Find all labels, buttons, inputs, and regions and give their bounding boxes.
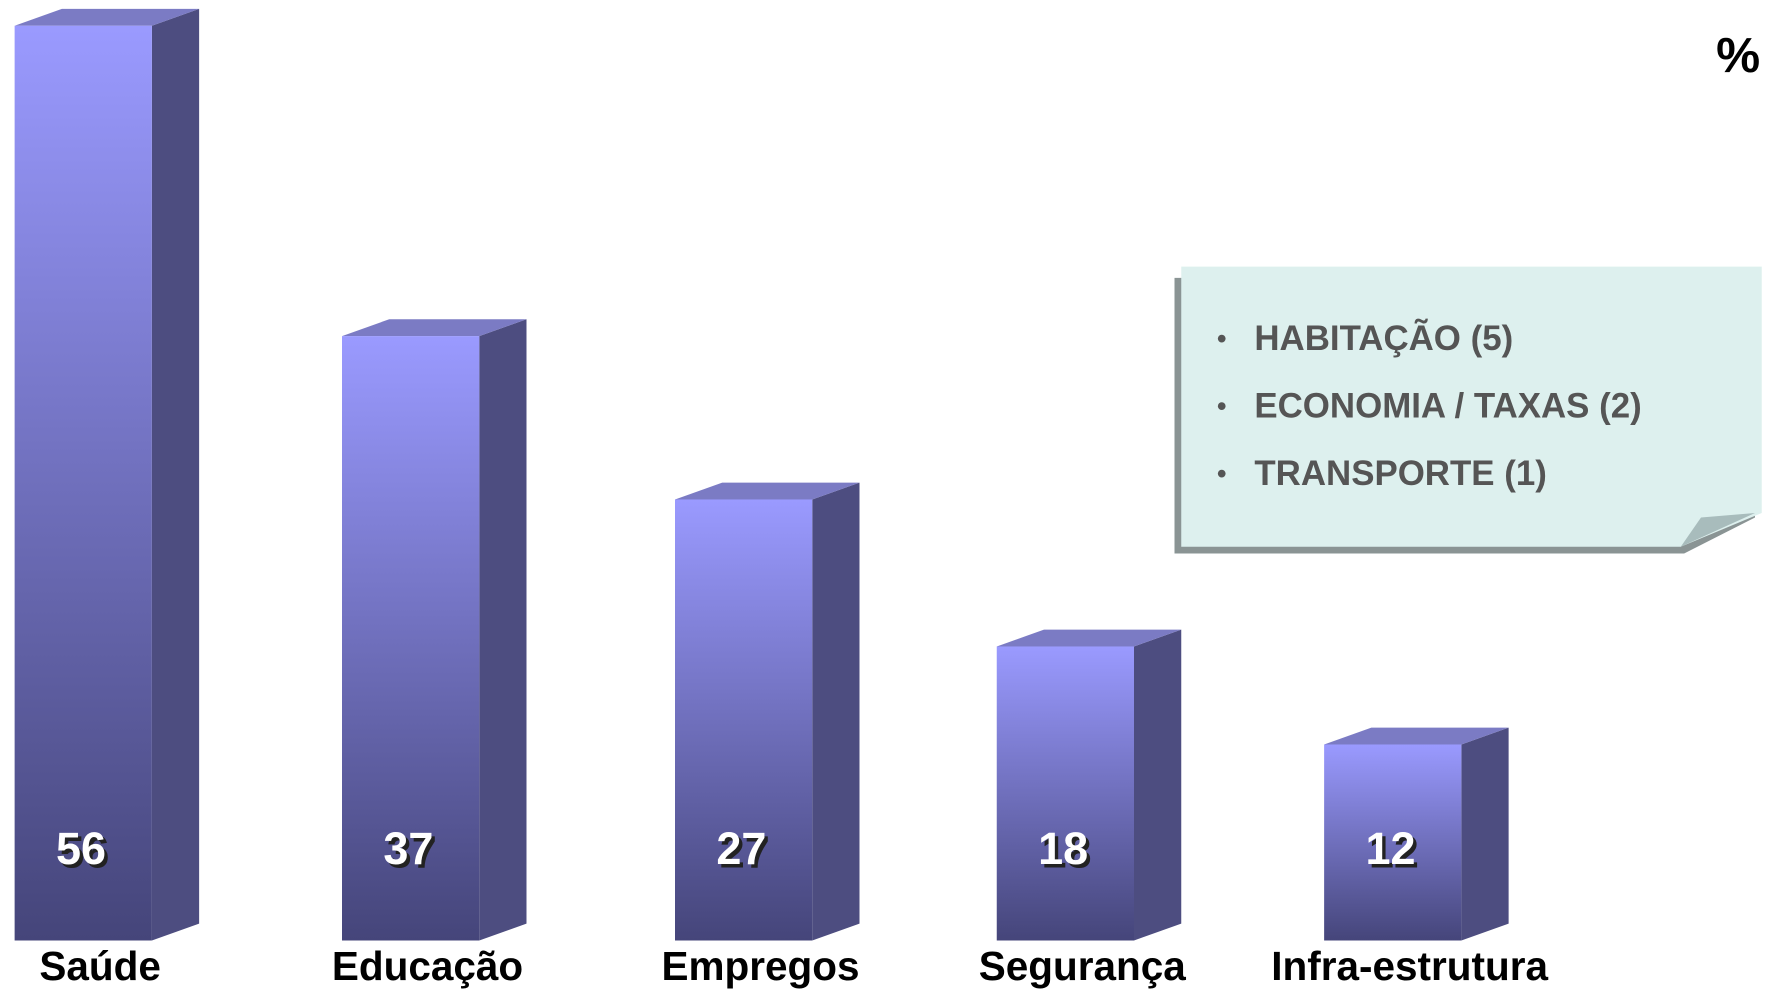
x-tick-label: Infra-estrutura (1271, 943, 1548, 989)
value-label-shadow: 18 (1041, 826, 1091, 877)
bar (14, 25, 152, 941)
bar-top (1324, 727, 1509, 745)
bar-top (675, 482, 860, 500)
bullet: • (1217, 324, 1226, 354)
plot: % 5656Saúde3737Educação2727Empregos1818S… (14, 8, 1762, 989)
unit-label: % (1716, 28, 1760, 83)
value-label-shadow: 27 (720, 826, 770, 877)
bar (675, 499, 813, 941)
value-label: 37 (383, 823, 433, 874)
value-label-shadow: 56 (59, 826, 109, 877)
bar-top (342, 319, 527, 337)
bar (342, 336, 480, 941)
x-tick-label: Educação (332, 943, 523, 989)
note-box (1174, 266, 1762, 554)
bar-side (1134, 629, 1182, 941)
bar (996, 646, 1134, 941)
x-tick-label: Empregos (661, 943, 859, 989)
bar-top (14, 8, 200, 26)
x-tick-label: Saúde (39, 943, 161, 989)
note-text: ECONOMIA / TAXAS (2) (1254, 386, 1641, 425)
x-tick-label: Segurança (979, 943, 1187, 989)
bar (1324, 744, 1462, 941)
value-label: 12 (1365, 823, 1415, 874)
bullet: • (1217, 459, 1226, 489)
value-label: 56 (56, 823, 106, 874)
bar-side (812, 482, 860, 941)
bar-side (1461, 727, 1509, 941)
value-label-shadow: 12 (1369, 826, 1419, 877)
value-label: 18 (1038, 823, 1088, 874)
value-label-shadow: 37 (387, 826, 437, 877)
bar-side (151, 8, 200, 941)
bar-top (996, 629, 1182, 647)
bullet: • (1217, 391, 1226, 421)
note-text: TRANSPORTE (1) (1254, 454, 1546, 493)
bar-side (479, 319, 527, 941)
note-text: HABITAÇÃO (5) (1254, 319, 1513, 358)
value-label: 27 (716, 823, 766, 874)
